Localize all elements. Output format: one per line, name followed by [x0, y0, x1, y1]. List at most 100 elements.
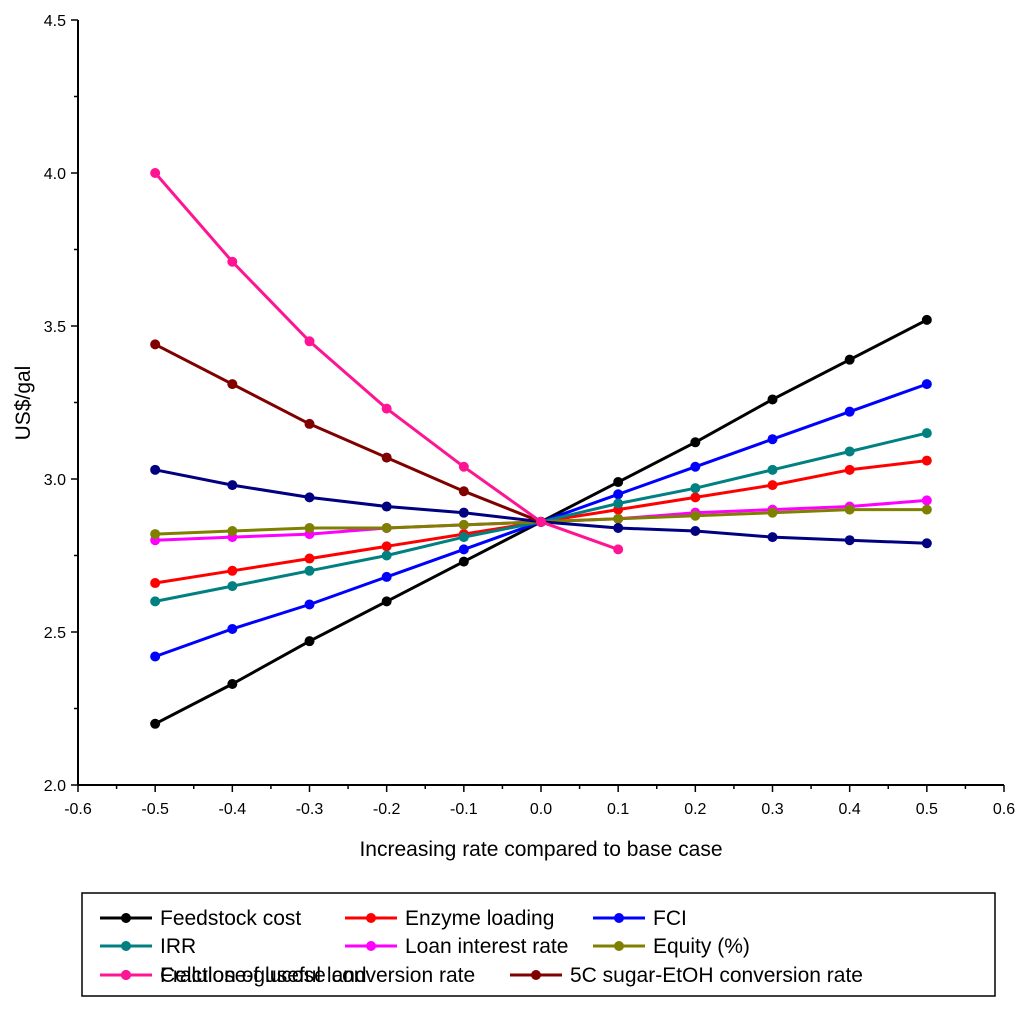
data-point [150, 651, 161, 662]
data-point [458, 556, 469, 567]
legend-item-enzyme-loading: Enzyme loading [345, 907, 554, 930]
x-tick-label: 0.3 [761, 801, 783, 818]
data-point [150, 578, 161, 589]
data-point [844, 446, 855, 457]
data-point [304, 336, 315, 347]
data-point [381, 522, 392, 533]
data-point [613, 544, 624, 555]
data-point [381, 403, 392, 414]
series-cellulose-glucose-conversion-rate [150, 168, 624, 555]
data-point [844, 406, 855, 417]
data-point [304, 565, 315, 576]
data-point [304, 553, 315, 564]
data-point [921, 314, 932, 325]
series-5c-sugar-etoh-conversion-rate [150, 339, 546, 527]
data-point [613, 522, 624, 533]
data-point [304, 492, 315, 503]
data-point [458, 486, 469, 497]
data-point [844, 464, 855, 475]
data-point [150, 529, 161, 540]
data-point [844, 504, 855, 515]
data-point [690, 437, 701, 448]
data-point [150, 596, 161, 607]
data-point [458, 461, 469, 472]
data-point [304, 599, 315, 610]
x-tick-label: 0.6 [993, 801, 1015, 818]
data-point [690, 492, 701, 503]
data-point [227, 379, 238, 390]
legend-item-irr: IRR [100, 935, 196, 958]
axes-layer: -0.6 -0.5 -0.4 -0.3 -0.2 -0.1 0.0 0.1 0.2 0.3 0.4 0… [44, 13, 1015, 818]
legend-swatch-marker [121, 970, 131, 980]
y-tick-label: 4.0 [44, 166, 66, 183]
x-tick-label: -0.1 [450, 801, 478, 818]
legend-label: Loan interest rate [405, 935, 568, 958]
data-point [767, 507, 778, 518]
legend-item-cellulose-glucose-conversion-rate: Cellulose-glucose conversion rate [100, 964, 475, 987]
data-point [150, 168, 161, 178]
y-tick-label: 4.5 [44, 13, 66, 30]
data-point [767, 394, 778, 405]
data-point [458, 507, 469, 518]
data-point [304, 418, 315, 429]
x-tick-label: -0.2 [373, 801, 401, 818]
legend-label: Cellulose-glucose conversion rate [160, 964, 475, 987]
legend-swatch-marker [614, 941, 624, 951]
data-point [227, 623, 238, 634]
data-point [458, 544, 469, 555]
data-point [381, 550, 392, 561]
x-tick-label: -0.4 [219, 801, 247, 818]
x-tick-label: -0.6 [64, 801, 92, 818]
data-point [227, 679, 238, 690]
data-point [381, 596, 392, 607]
x-tick-label: 0.2 [684, 801, 706, 818]
data-point [921, 455, 932, 466]
legend-swatch-marker [121, 913, 131, 923]
legend-swatch-marker [366, 941, 376, 951]
data-point [921, 538, 932, 549]
data-point [613, 489, 624, 500]
series-line [154, 343, 542, 524]
data-point [227, 565, 238, 576]
series-layer [150, 168, 932, 729]
x-tick-label: 0.4 [839, 801, 861, 818]
legend-swatch-marker [531, 970, 541, 980]
data-point [767, 464, 778, 475]
data-point [613, 498, 624, 509]
x-tick-label: 0.1 [607, 801, 629, 818]
legend-item-loan-interest-rate: Loan interest rate [345, 935, 568, 958]
data-point [381, 571, 392, 582]
data-point [767, 532, 778, 543]
data-point [458, 532, 469, 543]
legend-item-fci: FCI [593, 907, 687, 930]
x-tick-label: -0.5 [141, 801, 169, 818]
x-tick-label: 0.0 [530, 801, 552, 818]
data-point [690, 510, 701, 521]
y-axis-title: US$/gal [12, 366, 35, 441]
x-tick-label: -0.3 [296, 801, 324, 818]
data-point [690, 483, 701, 494]
data-point [613, 477, 624, 488]
data-point [921, 428, 932, 439]
data-point [536, 516, 546, 527]
legend-swatch-marker [121, 941, 131, 951]
data-point [150, 339, 161, 350]
y-tick-label: 3.0 [44, 472, 66, 489]
legend-item-5c-sugar-etoh-conversion-rate: 5C sugar-EtOH conversion rate [510, 964, 863, 987]
data-point [844, 354, 855, 365]
data-point [227, 256, 238, 267]
legend-swatch-marker [366, 913, 376, 923]
data-point [690, 526, 701, 537]
data-point [227, 480, 238, 491]
data-point [458, 519, 469, 530]
data-point [381, 452, 392, 463]
legend-item-equity: Equity (%) [593, 935, 750, 958]
data-point [767, 434, 778, 445]
data-point [690, 461, 701, 472]
legend-label: FCI [653, 907, 687, 930]
data-point [921, 504, 932, 515]
y-tick-label: 3.5 [44, 319, 66, 336]
data-point [613, 513, 624, 524]
